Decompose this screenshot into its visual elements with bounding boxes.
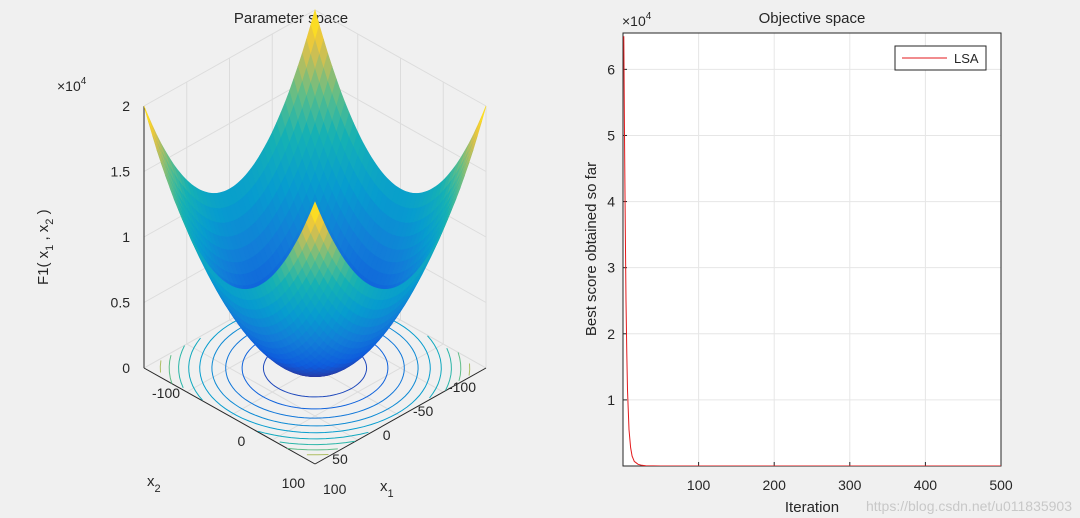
y-tick-label: 2: [607, 326, 615, 342]
x2-axis-line: [314, 367, 487, 465]
x1-tick-label: 100: [323, 481, 347, 497]
y-tick-label: 1: [607, 392, 615, 408]
surface-contours: [159, 280, 471, 456]
floor-gridline: [186, 343, 358, 441]
convergence-y-axis-label: Best score obtained so far: [583, 162, 600, 336]
legend: LSA: [894, 45, 987, 71]
contour-line: [199, 302, 431, 434]
y-tick-label: 3: [607, 260, 615, 276]
z-tick-label: 2: [122, 98, 130, 114]
wall-gridline: [143, 9, 316, 107]
z-tick-label: 1.5: [111, 164, 131, 180]
contour-line: [168, 285, 462, 451]
wall-gridline: [143, 75, 316, 172]
z-exponent-label: ×104: [57, 76, 87, 94]
x1-tick-label: 0: [238, 433, 246, 449]
y-tick-label: 4: [607, 194, 615, 210]
x2-tick-label: 100: [282, 475, 306, 491]
x1-axis-line: [143, 367, 316, 465]
x1-tick-label: -100: [152, 385, 180, 401]
x-tick-label: 100: [687, 477, 711, 493]
z-tick-label: 1: [122, 229, 130, 245]
x2-tick-label: 0: [383, 427, 391, 443]
surface-tick-labels: 0 0.5 1 1.5 2 -100 0 100 100 50 0 -50 -100: [111, 98, 477, 497]
watermark-text: https://blog.csdn.net/u011835903: [866, 498, 1072, 514]
x2-tick-label: -100: [448, 379, 476, 395]
convergence-x-axis-label: Iteration: [785, 499, 839, 516]
x1-axis-label: x1: [380, 478, 394, 500]
surface-plot: Parameter space 0 0.5 1 1.5 2 -100 0 100 100 50 0 -…: [35, 8, 487, 500]
wall-gridline: [314, 9, 487, 107]
y-exponent-label: ×104: [622, 11, 652, 29]
x-tick-label: 300: [838, 477, 862, 493]
x-tick-label: 400: [914, 477, 938, 493]
x2-tick-label: -50: [413, 403, 433, 419]
convergence-plot-title: Objective space: [759, 10, 866, 27]
x2-tick-label: 50: [332, 451, 348, 467]
z-tick-label: 0: [122, 360, 130, 376]
surface-patch: [310, 201, 320, 224]
surface-mesh: [143, 8, 487, 378]
floor-gridline: [272, 343, 444, 441]
surface-plot-title: Parameter space: [234, 10, 348, 27]
contour-line: [178, 290, 452, 446]
z-axis-label: F1( x1 , x2 ): [35, 209, 56, 285]
convergence-plot: 100 200 300 400 500 1 2 3 4 5 6 Objective space ×1…: [583, 10, 1013, 516]
y-tick-label: 6: [607, 61, 615, 77]
convergence-plot-area: [623, 33, 1001, 466]
y-tick-label: 5: [607, 127, 615, 143]
x2-axis-label: x2: [147, 473, 161, 495]
contour-line: [188, 296, 442, 440]
x-tick-label: 500: [989, 477, 1013, 493]
convergence-series: [623, 36, 1001, 466]
z-tick-label: 0.5: [111, 295, 131, 311]
series-line-lsa: [623, 36, 1001, 466]
contour-line: [159, 280, 471, 456]
convergence-tick-labels: 100 200 300 400 500 1 2 3 4 5 6: [607, 61, 1013, 493]
x-tick-label: 200: [763, 477, 787, 493]
legend-label-lsa: LSA: [954, 51, 979, 66]
wall-gridline: [314, 75, 487, 172]
